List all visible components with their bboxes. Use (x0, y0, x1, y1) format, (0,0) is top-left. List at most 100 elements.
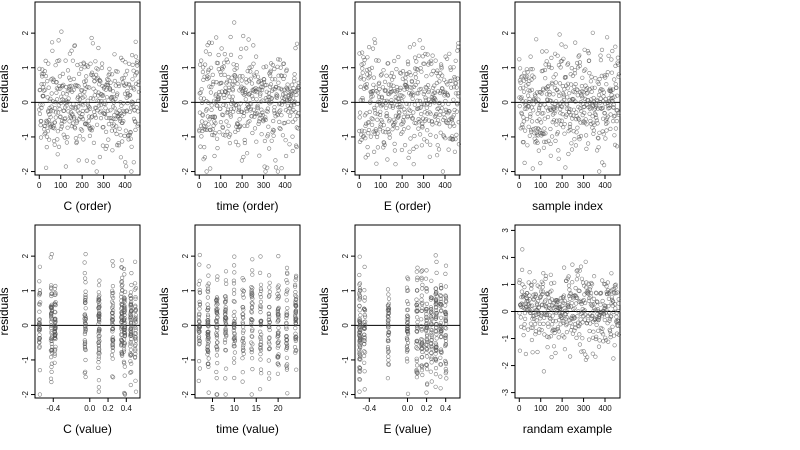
residual-point (438, 362, 444, 367)
plot-frame (514, 1, 621, 176)
residual-point (602, 110, 607, 116)
residual-point (88, 95, 93, 101)
residual-point (238, 55, 243, 60)
residual-point (52, 106, 58, 111)
x-tick-label: 300 (257, 181, 271, 190)
residual-point (357, 128, 362, 134)
residual-point (57, 114, 63, 120)
residual-point (536, 305, 542, 310)
residual-point (91, 74, 96, 80)
residual-point (101, 124, 106, 130)
residual-point (97, 319, 102, 325)
residual-point (214, 335, 219, 340)
x-tick-label: 300 (577, 404, 591, 413)
residual-point (82, 271, 87, 276)
residual-point (559, 104, 564, 109)
residual-point (606, 53, 611, 58)
residual-point (217, 90, 222, 95)
residual-point (97, 333, 102, 339)
residual-point (451, 97, 456, 102)
residual-point (128, 290, 133, 295)
residual-point (587, 287, 592, 292)
residual-point (385, 345, 391, 350)
residual-point (428, 111, 433, 116)
residual-point (419, 269, 424, 274)
residual-point (582, 96, 588, 101)
x-tick-label: 0.4 (440, 404, 452, 413)
residual-point (416, 91, 421, 96)
residual-point (520, 282, 525, 287)
residual-point (577, 106, 583, 111)
residual-point (128, 353, 133, 358)
residual-point (252, 126, 258, 131)
residual-point (252, 114, 257, 119)
residual-point (404, 345, 410, 350)
residual-point (542, 332, 547, 337)
residual-point (72, 43, 77, 49)
x-tick-label: 10 (230, 404, 239, 413)
residual-point (541, 271, 546, 276)
residual-point (568, 82, 574, 87)
residual-point (422, 61, 427, 66)
residual-point (614, 314, 619, 319)
x-tick-label: 100 (54, 181, 68, 190)
residual-point (267, 71, 272, 76)
residual-point (62, 116, 67, 121)
residual-point (415, 363, 420, 368)
residual-point (90, 114, 95, 119)
x-tick-label: 300 (417, 181, 431, 190)
residual-point (575, 125, 580, 130)
residual-point (611, 309, 616, 315)
residual-point (612, 77, 617, 82)
residual-point (363, 350, 368, 355)
residual-point (604, 284, 609, 289)
x-tick-label: 100 (534, 404, 548, 413)
residual-point (234, 66, 239, 71)
residual-point (203, 127, 208, 132)
residual-point (377, 100, 382, 105)
residual-point (266, 90, 272, 96)
residual-point (414, 144, 419, 149)
residual-point (360, 70, 365, 75)
residual-point (544, 312, 550, 318)
residual-point (569, 147, 575, 152)
residual-point (519, 111, 525, 117)
residual-point (552, 330, 557, 336)
residual-point (259, 371, 264, 376)
residual-point (258, 282, 264, 287)
residual-point (434, 336, 439, 341)
residual-point (247, 91, 252, 96)
residual-point (210, 132, 215, 138)
residual-point (276, 86, 281, 91)
residual-point (607, 316, 613, 322)
y-tick-label: -1 (181, 356, 190, 364)
residual-point (438, 283, 444, 288)
residual-point (60, 71, 66, 76)
residual-point (438, 349, 443, 355)
residual-point (67, 114, 73, 119)
residual-point (284, 289, 289, 294)
residual-point (128, 351, 133, 356)
residual-point (57, 74, 63, 79)
residual-point (122, 325, 128, 330)
residual-point (97, 78, 102, 83)
residual-point (120, 139, 125, 144)
residual-point (203, 62, 208, 67)
y-tick-label: 1 (341, 288, 350, 293)
residual-point (594, 322, 599, 328)
residual-point (102, 111, 107, 116)
residual-point (553, 80, 559, 85)
residual-point (51, 99, 56, 104)
residual-point (275, 169, 281, 174)
residual-point (197, 287, 202, 293)
residual-point (407, 149, 412, 154)
residual-point (615, 55, 621, 60)
residual-point (210, 127, 215, 132)
residual-point (590, 313, 595, 318)
residual-point (436, 118, 441, 123)
residual-point (267, 84, 273, 89)
residual-point (450, 121, 456, 126)
residual-point (101, 101, 106, 106)
residual-point (225, 60, 230, 65)
residual-point (536, 107, 542, 112)
